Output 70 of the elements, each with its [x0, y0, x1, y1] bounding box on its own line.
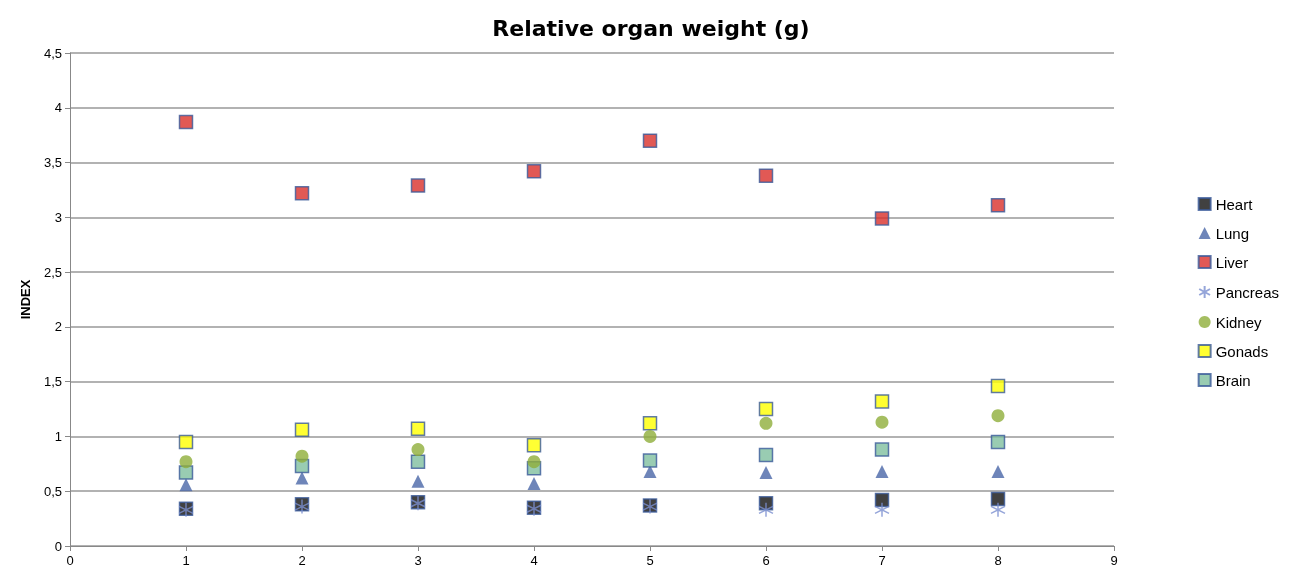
point [178, 114, 194, 130]
point [527, 477, 541, 491]
y-tick-label: 4 [54, 100, 62, 116]
point [759, 466, 773, 480]
x-tick-label: 7 [878, 553, 886, 568]
point [642, 416, 658, 431]
x-tick-label: 9 [1110, 553, 1118, 568]
point [179, 455, 193, 469]
point [990, 378, 1006, 394]
point [758, 447, 774, 463]
point [874, 442, 890, 457]
point [411, 474, 425, 488]
point [410, 454, 426, 469]
point [758, 168, 774, 183]
y-tick-label: 1,5 [43, 374, 62, 390]
y-tick-label: 2 [54, 319, 62, 335]
legend-label: Heart [1215, 195, 1254, 213]
y-axis-title: INDEX [18, 279, 33, 320]
point [990, 502, 1006, 518]
legend-label: Kidney [1215, 313, 1262, 331]
x-tick-label: 6 [762, 553, 770, 568]
point [642, 453, 658, 468]
point [875, 465, 889, 478]
y-tick-label: 3,5 [43, 155, 62, 171]
point [295, 471, 309, 485]
legend-label: Gonads [1215, 342, 1269, 360]
point [178, 434, 194, 450]
point [411, 443, 425, 457]
point [526, 164, 542, 179]
point [759, 416, 773, 430]
point [410, 421, 426, 437]
point [295, 449, 309, 463]
y-tick-label: 3 [54, 209, 62, 225]
legend-label: Brain [1215, 371, 1251, 389]
chart-title: Relative organ weight (g) [492, 15, 810, 41]
point [874, 394, 890, 409]
point [991, 465, 1005, 478]
legend-label: Liver [1215, 253, 1249, 271]
point [643, 429, 657, 443]
y-tick-label: 0,5 [43, 483, 62, 499]
x-tick-label: 8 [994, 553, 1002, 568]
x-tick-label: 1 [182, 553, 190, 568]
legend-label: Pancreas [1215, 283, 1280, 301]
point [410, 178, 426, 193]
x-tick-label: 2 [298, 553, 306, 568]
y-tick-label: 4,5 [43, 45, 62, 61]
point [526, 437, 542, 453]
point [179, 478, 193, 492]
point [990, 434, 1006, 450]
x-tick-label: 4 [530, 553, 538, 568]
x-tick-label: 3 [414, 553, 422, 568]
y-tick-label: 2,5 [43, 264, 62, 280]
point [990, 198, 1006, 213]
point [990, 491, 1006, 507]
y-tick-label: 1 [54, 428, 62, 444]
point [758, 401, 774, 417]
point [527, 455, 541, 469]
point [294, 422, 310, 438]
legend-label: Lung [1215, 224, 1250, 242]
point [874, 211, 890, 226]
point [294, 185, 310, 201]
point [758, 502, 774, 518]
point [874, 502, 890, 518]
x-tick-label: 0 [66, 553, 74, 568]
point [991, 409, 1005, 423]
y-tick-label: 0 [54, 538, 62, 554]
x-tick-label: 5 [646, 553, 654, 568]
point [642, 133, 658, 148]
point [643, 465, 657, 478]
point [875, 415, 889, 429]
